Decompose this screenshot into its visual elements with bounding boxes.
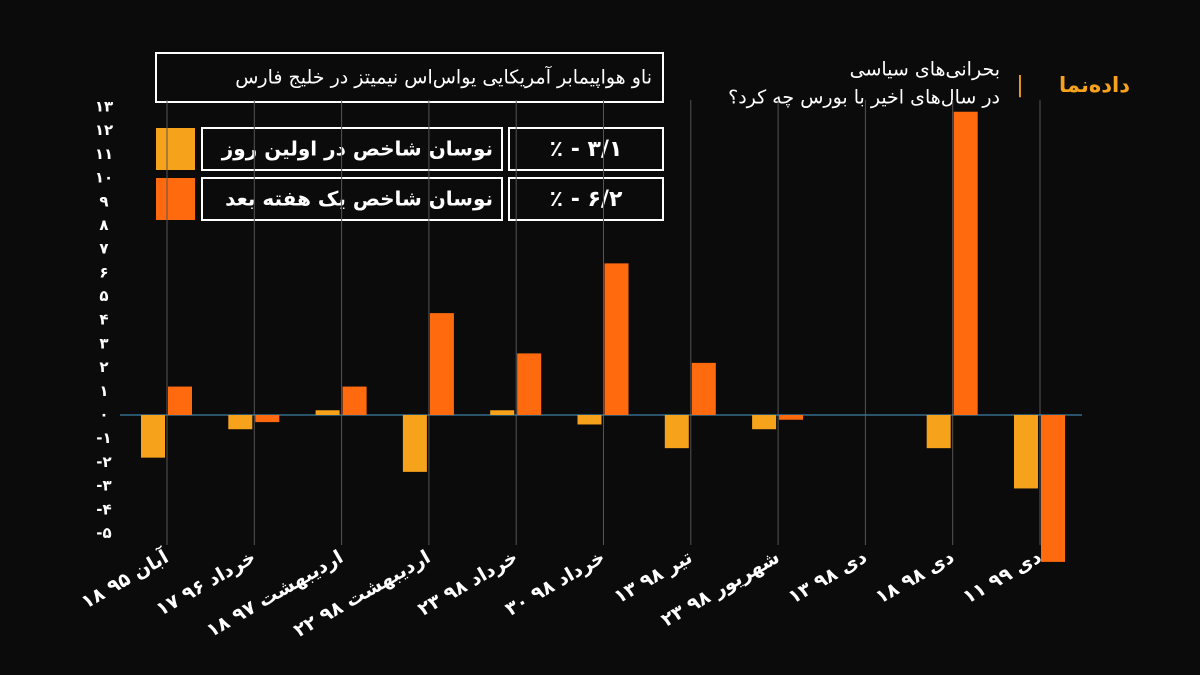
bar [402, 415, 427, 472]
y-tick-label: ۷ [99, 240, 108, 258]
brand: داده‌نما [1059, 73, 1130, 97]
bar [429, 313, 454, 415]
legend-swatch [156, 128, 195, 170]
bar [953, 111, 978, 415]
y-tick-label: ۱۰ [95, 169, 113, 187]
y-tick-label: ۱۳ [95, 98, 113, 116]
y-tick-label: ۵ [99, 287, 108, 305]
bar [1014, 415, 1038, 489]
annotation-value-box [508, 177, 664, 221]
y-tick-label: ۱ [99, 382, 108, 400]
bar [926, 415, 951, 449]
y-tick-label: -۳ [96, 477, 111, 495]
separator: | [1016, 73, 1023, 98]
y-tick-label: ۱۲ [95, 121, 113, 139]
y-tick-label: ۴ [99, 311, 108, 329]
bar [141, 415, 165, 458]
bar [315, 410, 340, 415]
annotation-title: ناو هواپیمابر آمریکایی یواس‌اس نیمیتز در… [235, 65, 652, 89]
y-tick-label: ۸ [99, 216, 108, 234]
y-tick-label: -۲ [96, 453, 111, 471]
bar [342, 386, 367, 415]
y-tick-label: ۲ [99, 358, 108, 376]
chart-title: بحرانی‌های سیاسی [850, 59, 1000, 81]
legend-swatch [156, 178, 195, 220]
bar [255, 415, 280, 423]
annotation-value: ٪ - ۶/۲ [550, 187, 623, 212]
bar [604, 263, 629, 415]
annotation-value: ٪ - ۳/۱ [550, 137, 623, 162]
y-tick-label: -۵ [96, 524, 111, 542]
legend-box [201, 127, 503, 171]
bar [752, 415, 777, 430]
y-tick-label: ۹ [99, 192, 108, 210]
y-tick-label: ۱۱ [95, 145, 113, 163]
bar [691, 362, 716, 415]
bar [517, 353, 542, 415]
bar [168, 386, 192, 415]
annotation-box [155, 52, 664, 103]
bar [490, 410, 515, 415]
bar [577, 415, 602, 425]
annotation-value-box [508, 127, 664, 171]
y-tick-label: ۳ [99, 334, 108, 352]
legend-label: نوسان شاخص در اولین روز [221, 137, 493, 161]
legend-label: نوسان شاخص یک هفته بعد [225, 187, 493, 211]
bar [664, 415, 689, 449]
legend-box [201, 177, 503, 221]
y-tick-label: ۰ [99, 406, 108, 424]
bar [228, 415, 253, 430]
y-tick-label: -۴ [96, 500, 111, 518]
chart-subtitle: در سال‌های اخیر با بورس چه کرد؟ [728, 87, 1000, 109]
bar [779, 415, 804, 420]
bar [1041, 415, 1065, 562]
y-tick-label: ۶ [99, 263, 108, 281]
y-tick-label: -۱ [96, 429, 111, 447]
